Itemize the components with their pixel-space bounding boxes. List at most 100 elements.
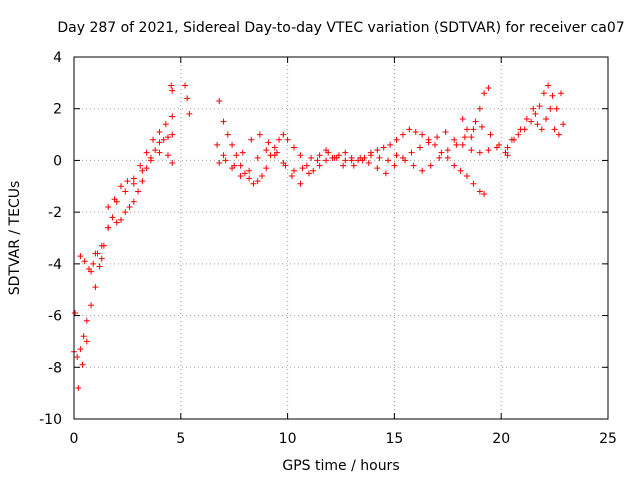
data-point bbox=[496, 141, 503, 148]
grid bbox=[74, 57, 608, 419]
data-point bbox=[98, 255, 105, 262]
data-point bbox=[436, 154, 443, 161]
data-point bbox=[224, 131, 231, 138]
data-point bbox=[117, 183, 124, 190]
data-point bbox=[359, 157, 366, 164]
data-point bbox=[168, 82, 175, 89]
data-point bbox=[77, 253, 84, 260]
data-point bbox=[523, 116, 530, 123]
data-point bbox=[380, 144, 387, 151]
data-point bbox=[276, 136, 283, 143]
data-point bbox=[92, 284, 99, 291]
data-point bbox=[399, 131, 406, 138]
data-point bbox=[231, 162, 238, 169]
data-point bbox=[288, 172, 295, 179]
y-tick-label: 0 bbox=[53, 153, 62, 169]
data-points bbox=[71, 82, 567, 391]
data-point bbox=[169, 113, 176, 120]
data-point bbox=[549, 92, 556, 99]
data-point bbox=[408, 149, 415, 156]
data-point bbox=[81, 258, 88, 265]
data-point bbox=[382, 170, 389, 177]
data-point bbox=[515, 131, 522, 138]
data-point bbox=[517, 126, 524, 133]
data-point bbox=[504, 144, 511, 151]
data-point bbox=[263, 165, 270, 172]
data-point bbox=[143, 165, 150, 172]
data-point bbox=[323, 157, 330, 164]
data-point bbox=[485, 85, 492, 92]
data-point bbox=[419, 167, 426, 174]
data-point bbox=[461, 134, 468, 141]
data-point bbox=[444, 154, 451, 161]
data-point bbox=[130, 180, 137, 187]
data-point bbox=[314, 157, 321, 164]
series-group bbox=[459, 85, 492, 141]
data-point bbox=[220, 118, 227, 125]
data-point bbox=[417, 144, 424, 151]
data-point bbox=[246, 167, 253, 174]
data-point bbox=[384, 157, 391, 164]
data-point bbox=[143, 149, 150, 156]
y-tick-label: -4 bbox=[48, 257, 62, 273]
data-point bbox=[442, 128, 449, 135]
data-point bbox=[451, 136, 458, 143]
data-point bbox=[256, 131, 263, 138]
x-tick-label: 10 bbox=[279, 431, 297, 447]
data-point bbox=[342, 157, 349, 164]
data-point bbox=[511, 136, 518, 143]
data-point bbox=[536, 103, 543, 110]
data-point bbox=[425, 139, 432, 146]
data-point bbox=[254, 154, 261, 161]
data-point bbox=[216, 160, 223, 167]
data-point bbox=[308, 154, 315, 161]
data-point bbox=[169, 131, 176, 138]
data-point bbox=[291, 167, 298, 174]
data-point bbox=[534, 121, 541, 128]
data-point bbox=[464, 126, 471, 133]
data-point bbox=[478, 123, 485, 130]
data-point bbox=[214, 141, 221, 148]
data-point bbox=[438, 149, 445, 156]
data-point bbox=[220, 152, 227, 159]
data-point bbox=[139, 178, 146, 185]
y-tick-label: -6 bbox=[48, 309, 62, 325]
data-point bbox=[528, 118, 535, 125]
data-point bbox=[305, 170, 312, 177]
data-point bbox=[464, 172, 471, 179]
data-point bbox=[468, 134, 475, 141]
data-point bbox=[342, 149, 349, 156]
data-point bbox=[472, 118, 479, 125]
data-point bbox=[340, 162, 347, 169]
data-point bbox=[393, 152, 400, 159]
data-point bbox=[444, 147, 451, 154]
data-point bbox=[468, 147, 475, 154]
x-tick-label: 5 bbox=[176, 431, 185, 447]
y-tick-label: -8 bbox=[48, 360, 62, 376]
data-point bbox=[538, 126, 545, 133]
y-tick-label: -10 bbox=[39, 412, 62, 428]
axis-ticks: 0 5 10 15 20 25 -10 -8 -6 -4 -2 0 2 4 bbox=[39, 50, 617, 447]
data-point bbox=[160, 136, 167, 143]
data-point bbox=[80, 333, 87, 340]
data-point bbox=[117, 216, 124, 223]
data-point bbox=[532, 110, 539, 117]
data-point bbox=[113, 219, 120, 226]
data-point bbox=[545, 82, 552, 89]
series-group bbox=[504, 105, 567, 159]
data-point bbox=[553, 105, 560, 112]
data-point bbox=[297, 152, 304, 159]
data-point bbox=[137, 162, 144, 169]
data-point bbox=[560, 121, 567, 128]
data-point bbox=[122, 209, 129, 216]
data-point bbox=[233, 152, 240, 159]
data-point bbox=[457, 167, 464, 174]
data-point bbox=[374, 165, 381, 172]
data-point bbox=[459, 141, 466, 148]
data-point bbox=[470, 126, 477, 133]
data-point bbox=[543, 116, 550, 123]
data-point bbox=[124, 178, 131, 185]
data-point bbox=[402, 157, 409, 164]
data-point bbox=[393, 136, 400, 143]
chart-title: Day 287 of 2021, Sidereal Day-to-day VTE… bbox=[57, 20, 624, 36]
